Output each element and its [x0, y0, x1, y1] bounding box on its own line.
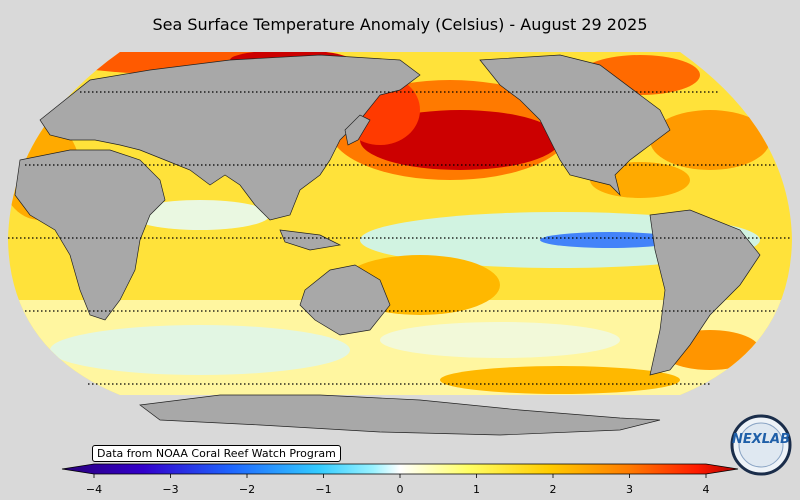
latitude-lines	[8, 91, 792, 385]
colorbar-ticks	[93, 474, 707, 478]
colorbar-bar	[61, 463, 739, 475]
logo-text: NEXLAB	[731, 432, 791, 447]
colorbar-tick-label: −1	[315, 483, 332, 496]
north-america-landmass	[479, 54, 671, 197]
land-masses	[14, 54, 761, 436]
indonesia-landmass	[279, 229, 342, 251]
colorbar-tick-label: 3	[626, 483, 633, 496]
colorbar	[61, 463, 739, 478]
colorbar-tick-label: 0	[396, 483, 404, 496]
australia-landmass	[299, 264, 391, 336]
eurasia-landmass	[39, 54, 421, 221]
colorbar-tick-label: −3	[162, 483, 179, 496]
antarctica-landmass	[139, 394, 661, 436]
colorbar-tick-label: 4	[702, 483, 710, 496]
japan-landmass	[344, 114, 371, 146]
map-title: Sea Surface Temperature Anomaly (Celsius…	[152, 15, 648, 34]
colorbar-tick-label: −4	[85, 483, 103, 496]
colorbar-tick-label: 1	[473, 483, 480, 496]
south-america-landmass	[649, 209, 761, 376]
colorbar-tick-label: 2	[549, 483, 557, 496]
colorbar-tick-label: −2	[238, 483, 256, 496]
data-credit-label: Data from NOAA Coral Reef Watch Program	[92, 445, 341, 462]
nexlab-logo	[730, 414, 792, 476]
africa-landmass	[14, 149, 166, 321]
